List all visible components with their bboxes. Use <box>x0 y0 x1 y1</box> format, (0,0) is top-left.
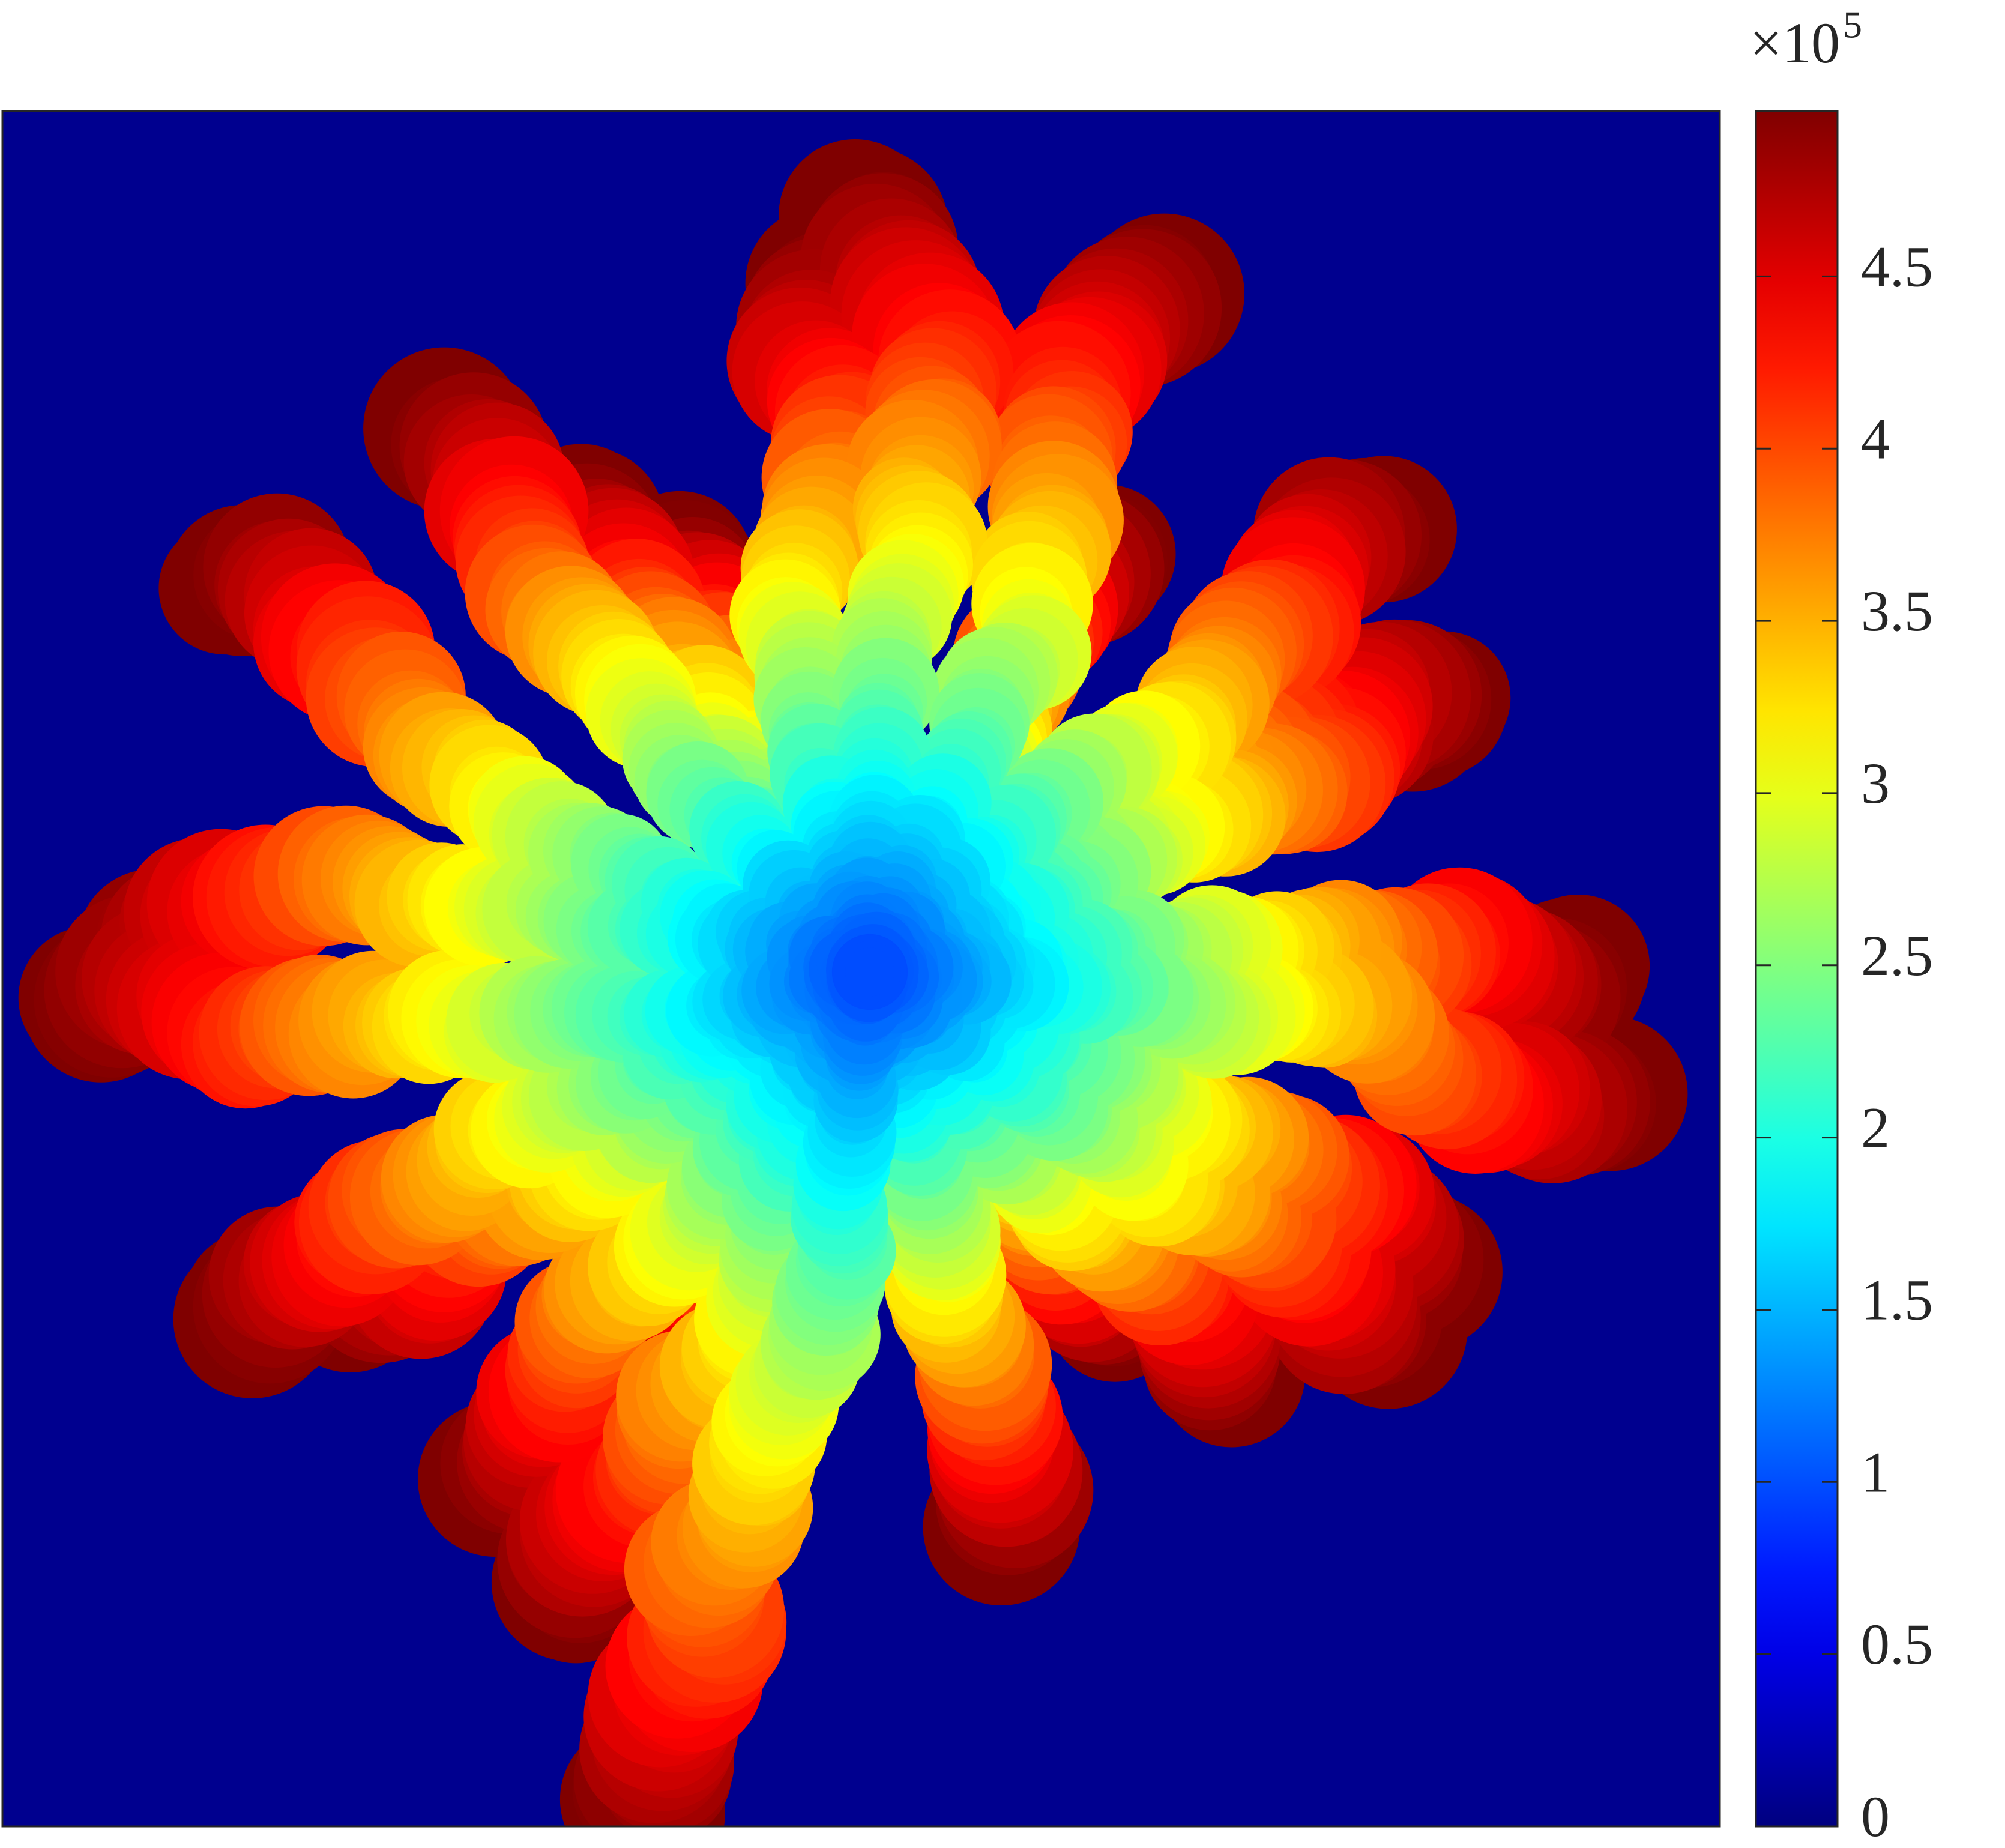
colorbar-tick-label: 2 <box>1861 1096 1890 1160</box>
colorbar-tick-label: 0.5 <box>1861 1612 1933 1676</box>
colorbar-tick-label: 4 <box>1861 406 1890 471</box>
colorbar-multiplier: ×10 <box>1750 11 1840 75</box>
colorbar <box>1755 110 1839 1828</box>
colorbar-exponent: 5 <box>1843 4 1862 46</box>
colorbar-tick-label: 3.5 <box>1861 579 1933 643</box>
colorbar-tick-label: 3 <box>1861 751 1890 815</box>
plot-frame <box>1 110 1721 1828</box>
colorbar-tick-label: 1 <box>1861 1440 1890 1504</box>
colorbar-tick-label: 0 <box>1861 1784 1890 1848</box>
colorbar-tick-label: 2.5 <box>1861 923 1933 988</box>
image-pattern <box>18 139 1688 1826</box>
pattern-blob <box>845 947 894 997</box>
colorbar-tick-label: 1.5 <box>1861 1267 1933 1332</box>
colorbar-ticks: 0 0.5 1 1.5 2 2.5 3 3.5 4 4.5 <box>1756 234 1933 1848</box>
colorbar-tick-label: 4.5 <box>1861 234 1933 298</box>
